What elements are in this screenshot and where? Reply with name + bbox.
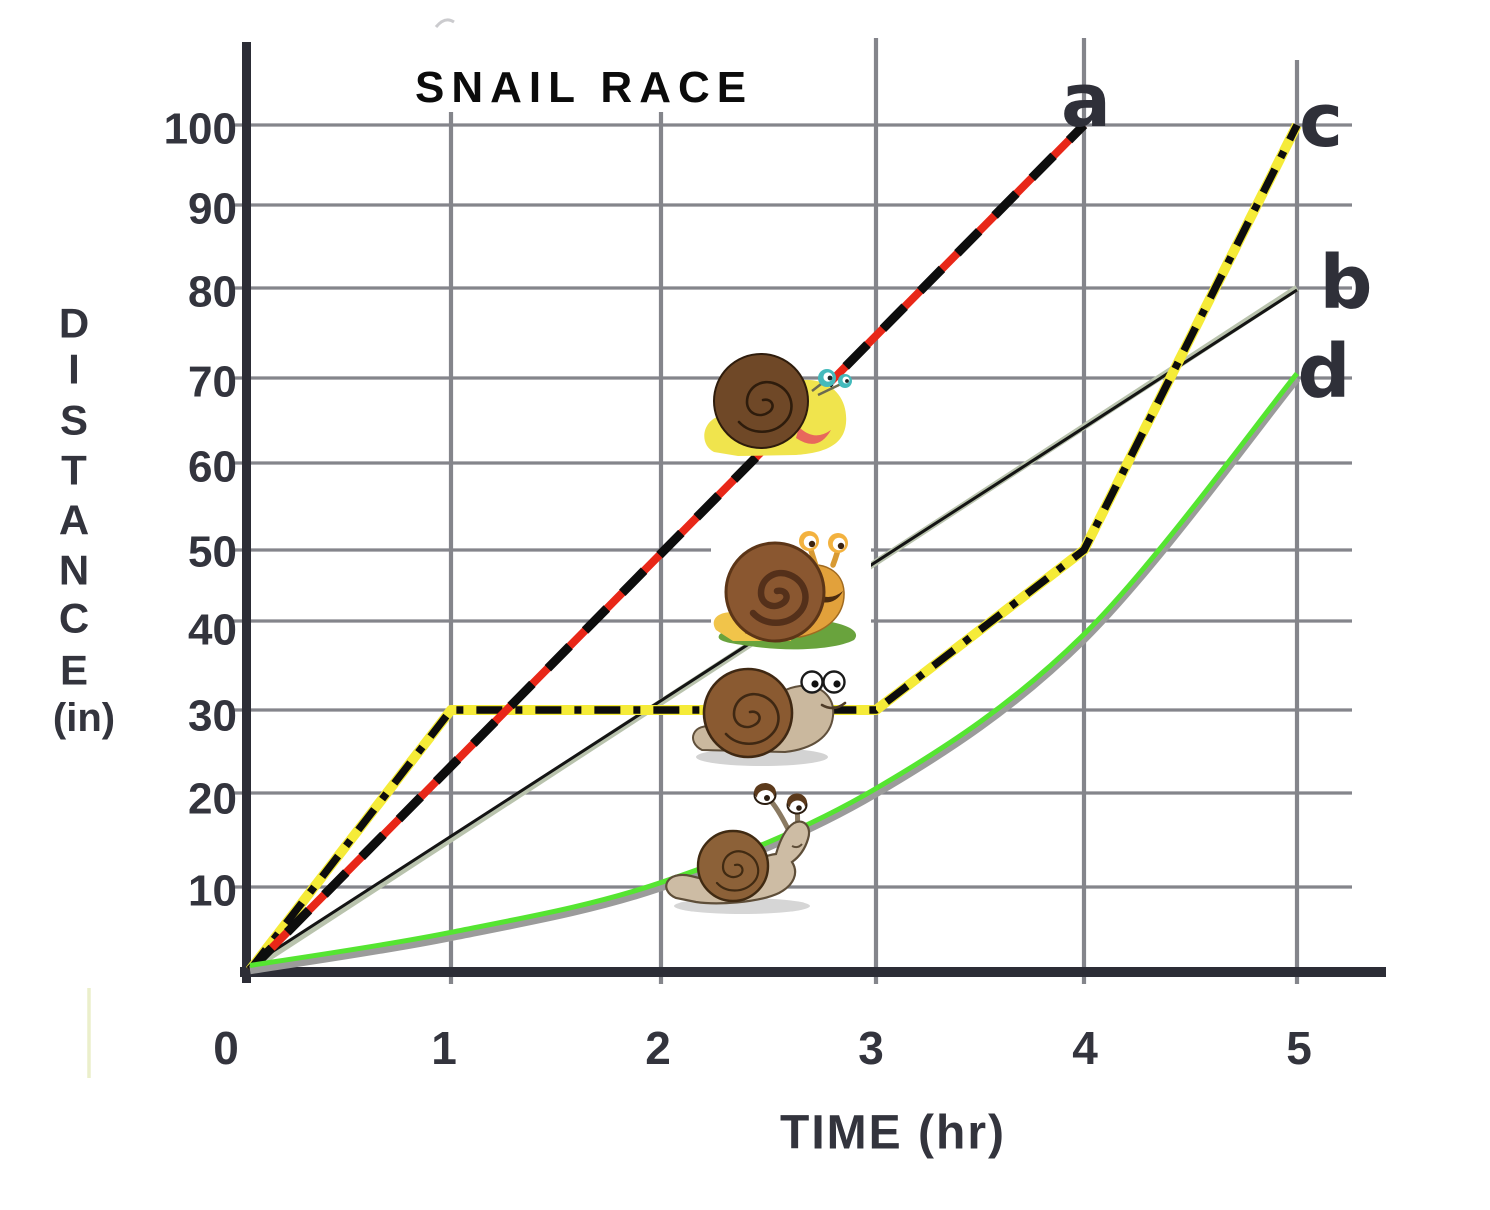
x-tick: 3 — [858, 1022, 884, 1074]
x-tick: 1 — [431, 1022, 457, 1074]
svg-text:T: T — [61, 447, 87, 494]
axes-frame — [240, 42, 1386, 983]
series-label-d: d — [1298, 329, 1351, 415]
x-tick: 5 — [1286, 1022, 1312, 1074]
y-tick: 60 — [188, 443, 237, 492]
y-tick: 90 — [188, 185, 237, 234]
y-axis-title: D I S T A N C E (in) — [53, 300, 115, 741]
svg-text:A: A — [59, 497, 89, 544]
series-label-c: c — [1299, 78, 1343, 164]
y-tick: 80 — [188, 268, 237, 317]
x-axis-tick-labels: 0 1 2 3 4 5 — [213, 1022, 1312, 1074]
svg-text:I: I — [68, 346, 80, 393]
x-tick: 2 — [645, 1022, 671, 1074]
svg-text:N: N — [59, 547, 89, 594]
y-axis-tick-labels: 100 90 80 70 60 50 40 30 20 10 — [164, 105, 237, 916]
y-tick: 40 — [188, 606, 237, 655]
y-tick: 50 — [188, 528, 237, 577]
orange-snail-icon — [711, 531, 871, 650]
y-tick: 10 — [188, 867, 237, 916]
gray-snail-icon — [665, 783, 811, 914]
stray-mark — [434, 18, 455, 28]
y-tick: 20 — [188, 775, 237, 824]
series-lines — [246, 121, 1302, 975]
x-tick: 4 — [1072, 1022, 1098, 1074]
series-label-b: b — [1320, 240, 1373, 326]
svg-text:C: C — [59, 595, 89, 642]
svg-text:D: D — [59, 300, 89, 347]
y-tick: 70 — [188, 358, 237, 407]
page-title: SNAIL RACE — [415, 63, 753, 112]
yellow-snail-icon — [704, 353, 852, 456]
svg-text:E: E — [60, 647, 88, 694]
tan-snail-icon — [692, 667, 847, 766]
y-axis-unit: (in) — [53, 696, 115, 740]
series-label-a: a — [1061, 58, 1111, 144]
y-tick: 30 — [188, 692, 237, 741]
x-tick: 0 — [213, 1022, 239, 1074]
y-tick: 100 — [164, 105, 237, 154]
x-axis-title: TIME (hr) — [780, 1107, 1006, 1160]
svg-text:S: S — [60, 397, 88, 444]
